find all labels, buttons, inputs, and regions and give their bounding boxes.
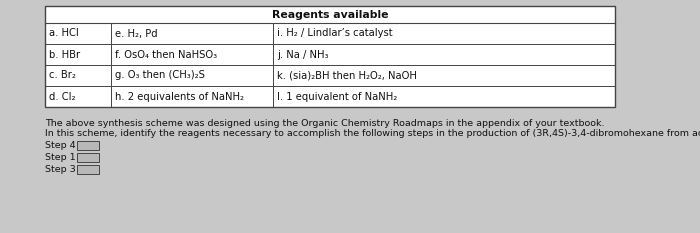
Text: Step 1 :: Step 1 : [45,153,82,161]
Bar [77,164,99,174]
Text: g. O₃ then (CH₃)₂S: g. O₃ then (CH₃)₂S [115,71,204,80]
Text: d. Cl₂: d. Cl₂ [49,92,76,102]
Text: c. Br₂: c. Br₂ [49,71,76,80]
Text: i. H₂ / Lindlar’s catalyst: i. H₂ / Lindlar’s catalyst [277,28,393,38]
Text: e. H₂, Pd: e. H₂, Pd [115,28,158,38]
Bar [45,6,615,107]
Text: j. Na / NH₃: j. Na / NH₃ [277,49,328,59]
Text: l. 1 equivalent of NaNH₂: l. 1 equivalent of NaNH₂ [277,92,398,102]
Bar [77,140,99,150]
Text: k. (sia)₂BH then H₂O₂, NaOH: k. (sia)₂BH then H₂O₂, NaOH [277,71,417,80]
Text: Step 3 :: Step 3 : [45,164,82,174]
Text: h. 2 equivalents of NaNH₂: h. 2 equivalents of NaNH₂ [115,92,244,102]
Bar [77,153,99,161]
Text: Step 4 :: Step 4 : [45,140,82,150]
Text: In this scheme, identify the reagents necessary to accomplish the following step: In this scheme, identify the reagents ne… [45,129,700,138]
Text: a. HCl: a. HCl [49,28,78,38]
Text: b. HBr: b. HBr [49,49,80,59]
Text: The above synthesis scheme was designed using the Organic Chemistry Roadmaps in : The above synthesis scheme was designed … [45,119,605,128]
Text: Reagents available: Reagents available [272,10,389,20]
Text: f. OsO₄ then NaHSO₃: f. OsO₄ then NaHSO₃ [115,49,217,59]
